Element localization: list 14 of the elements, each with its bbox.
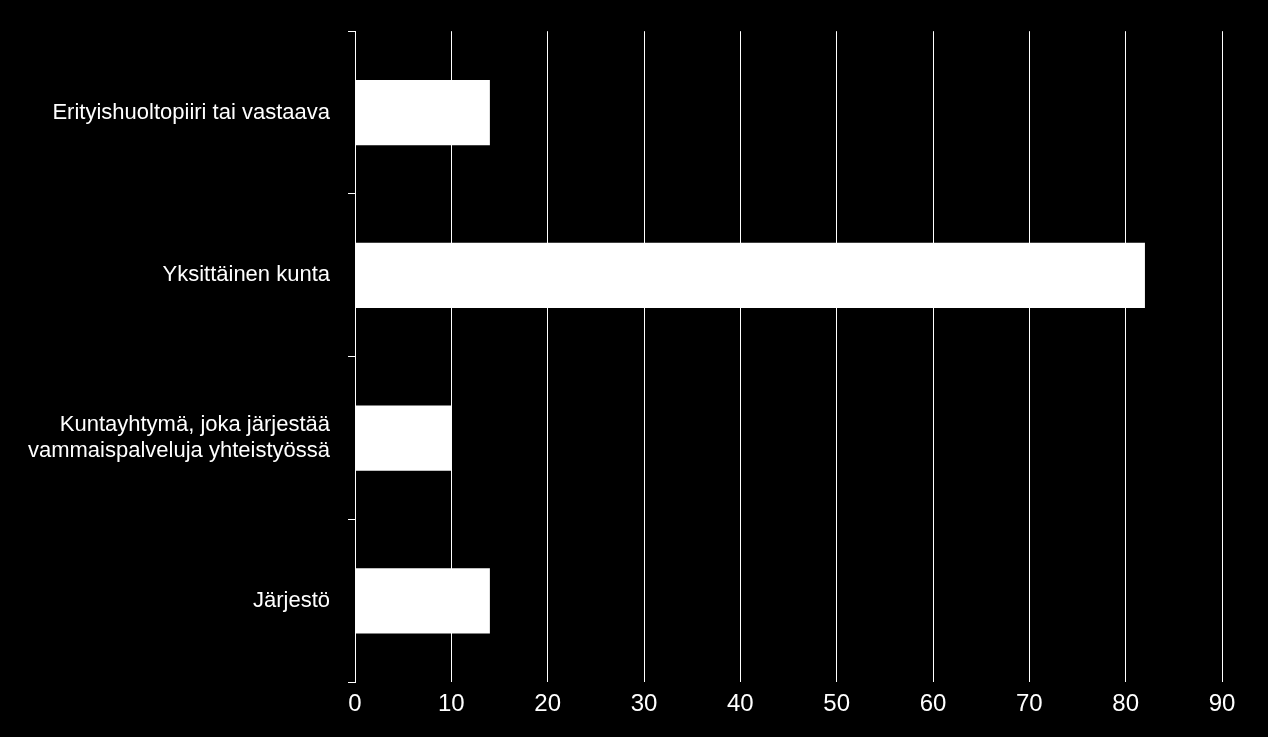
x-tick-label: 60 — [919, 689, 947, 717]
x-tick-label: 50 — [823, 689, 851, 717]
x-tick-label: 30 — [630, 689, 658, 717]
y-tick-label: Kuntayhtymä, joka järjestää vammaispalveluja yhteistyössä — [27, 410, 331, 463]
x-tick-label: 0 — [348, 689, 362, 717]
x-tick-label: 20 — [534, 689, 562, 717]
x-tick-label: 40 — [726, 689, 754, 717]
y-tick-label: Erityishuoltopiiri tai vastaava — [52, 98, 331, 124]
x-tick-label: 90 — [1208, 689, 1236, 717]
y-tick-label: Yksittäinen kunta — [162, 261, 331, 287]
y-tick-label: Järjestö — [252, 586, 331, 612]
x-tick-label: 10 — [438, 689, 465, 717]
x-tick-label: 80 — [1112, 689, 1140, 717]
x-tick-label: 70 — [1015, 689, 1043, 717]
